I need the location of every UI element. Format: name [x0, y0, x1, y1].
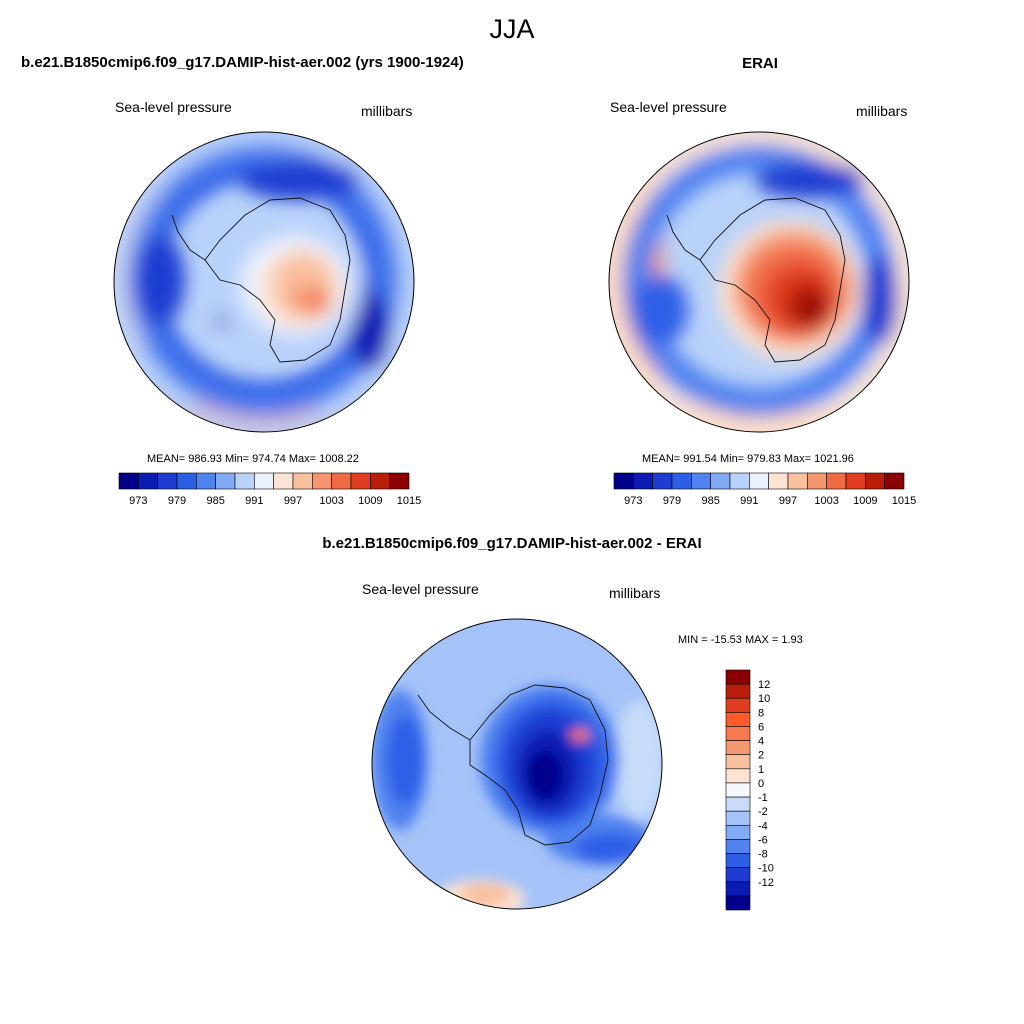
colorbar-swatch — [234, 472, 255, 490]
colorbar-tick-label: 991 — [740, 495, 758, 507]
colorbar-swatch — [725, 839, 751, 854]
colorbar-tick-label: -2 — [758, 806, 768, 818]
colorbar-swatch — [725, 768, 751, 784]
colorbar-tick-label: 997 — [779, 495, 797, 507]
panel-3-stats: MIN = -15.53 MAX = 1.93 — [678, 634, 803, 646]
colorbar-tick-label: 1015 — [892, 495, 916, 507]
colorbar-swatch — [215, 472, 236, 490]
colorbar-tick-label: 973 — [624, 495, 642, 507]
colorbar-swatch — [292, 472, 313, 490]
colorbar-swatch — [671, 472, 692, 490]
panel-2-right-label: millibars — [856, 103, 908, 119]
panel-1-title: b.e21.B1850cmip6.f09_g17.DAMIP-hist-aer.… — [21, 54, 464, 71]
colorbar-tick-label: 985 — [701, 495, 719, 507]
colorbar-tick-label: 979 — [168, 495, 186, 507]
colorbar-tick-label: 1 — [758, 764, 764, 776]
colorbar-swatch — [725, 782, 751, 798]
colorbar-swatch — [826, 472, 847, 490]
colorbar-swatch — [138, 472, 158, 490]
panel-3-right-label: millibars — [609, 585, 661, 601]
colorbar-swatch — [176, 472, 197, 490]
panel-1-right-label: millibars — [361, 103, 413, 119]
panel-1-left-label: Sea-level pressure — [115, 99, 232, 115]
colorbar-swatch — [725, 697, 751, 713]
colorbar-swatch — [865, 472, 885, 490]
panel-1-colorbar: 973 979 985 991 997 1003 1009 1015 — [118, 472, 421, 507]
colorbar-tick-label: 8 — [758, 707, 764, 719]
panel-2-map — [608, 131, 910, 433]
colorbar-tick-label: 1009 — [853, 495, 877, 507]
colorbar-tick-label: 991 — [245, 495, 263, 507]
panel-2-colorbar: 973 979 985 991 997 1003 1009 1015 — [613, 472, 916, 507]
colorbar-swatch — [710, 472, 731, 490]
colorbar-swatch — [768, 472, 789, 490]
colorbar-swatch — [787, 472, 808, 490]
panel-1-map — [113, 131, 415, 433]
colorbar-tick-label: 0 — [758, 778, 764, 790]
panel-2-title: ERAI — [742, 55, 778, 72]
colorbar-tick-label: 4 — [758, 736, 764, 748]
colorbar-swatch — [725, 726, 751, 741]
colorbar-swatch — [312, 472, 332, 490]
colorbar-tick-label: 1009 — [358, 495, 382, 507]
colorbar-tick-label: -6 — [758, 834, 768, 846]
colorbar-swatch — [725, 895, 751, 911]
colorbar-swatch — [350, 472, 371, 490]
colorbar-swatch — [725, 754, 751, 770]
colorbar-swatch — [118, 472, 139, 490]
colorbar-tick-label: -10 — [758, 863, 774, 875]
colorbar-tick-label: 6 — [758, 721, 764, 733]
colorbar-swatch — [725, 740, 751, 756]
colorbar-swatch — [157, 472, 178, 490]
colorbar-swatch — [884, 472, 905, 490]
panel-3-left-label: Sea-level pressure — [362, 581, 479, 597]
colorbar-swatch — [807, 472, 827, 490]
colorbar-swatch — [331, 472, 352, 490]
colorbar-swatch — [370, 472, 390, 490]
colorbar-tick-label: 985 — [206, 495, 224, 507]
colorbar-tick-label: 979 — [663, 495, 681, 507]
panel-1-stats: MEAN= 986.93 Min= 974.74 Max= 1008.22 — [147, 453, 359, 465]
colorbar-swatch — [725, 853, 751, 868]
colorbar-swatch — [845, 472, 866, 490]
colorbar-swatch — [725, 881, 751, 897]
colorbar-swatch — [725, 810, 751, 826]
colorbar-swatch — [613, 472, 634, 490]
panel-3-title: b.e21.B1850cmip6.f09_g17.DAMIP-hist-aer.… — [322, 535, 702, 552]
panel-2-stats: MEAN= 991.54 Min= 979.83 Max= 1021.96 — [642, 453, 854, 465]
colorbar-tick-label: 973 — [129, 495, 147, 507]
colorbar-tick-label: 997 — [284, 495, 302, 507]
colorbar-swatch — [273, 472, 294, 490]
colorbar-tick-label: -8 — [758, 849, 768, 861]
colorbar-swatch — [725, 669, 751, 685]
colorbar-swatch — [725, 867, 751, 883]
colorbar-tick-label: 1015 — [397, 495, 421, 507]
colorbar-swatch — [254, 472, 274, 490]
colorbar-swatch — [633, 472, 653, 490]
colorbar-swatch — [725, 824, 751, 840]
colorbar-tick-label: 2 — [758, 750, 764, 762]
colorbar-swatch — [749, 472, 769, 490]
colorbar-swatch — [729, 472, 750, 490]
panel-3-map — [371, 618, 663, 910]
colorbar-tick-label: 1003 — [814, 495, 838, 507]
colorbar-swatch — [652, 472, 673, 490]
colorbar-swatch — [389, 472, 410, 490]
colorbar-tick-label: 12 — [758, 679, 770, 691]
figure-title: JJA — [489, 14, 535, 44]
colorbar-tick-label: -4 — [758, 820, 768, 832]
colorbar-swatch — [691, 472, 711, 490]
panel-2-left-label: Sea-level pressure — [610, 99, 727, 115]
colorbar-swatch — [725, 683, 751, 699]
colorbar-swatch — [725, 796, 751, 812]
colorbar-tick-label: -12 — [758, 877, 774, 889]
colorbar-swatch — [196, 472, 216, 490]
colorbar-tick-label: 1003 — [319, 495, 343, 507]
colorbar-swatch — [725, 712, 751, 727]
colorbar-tick-label: -1 — [758, 792, 768, 804]
colorbar-tick-label: 10 — [758, 693, 770, 705]
